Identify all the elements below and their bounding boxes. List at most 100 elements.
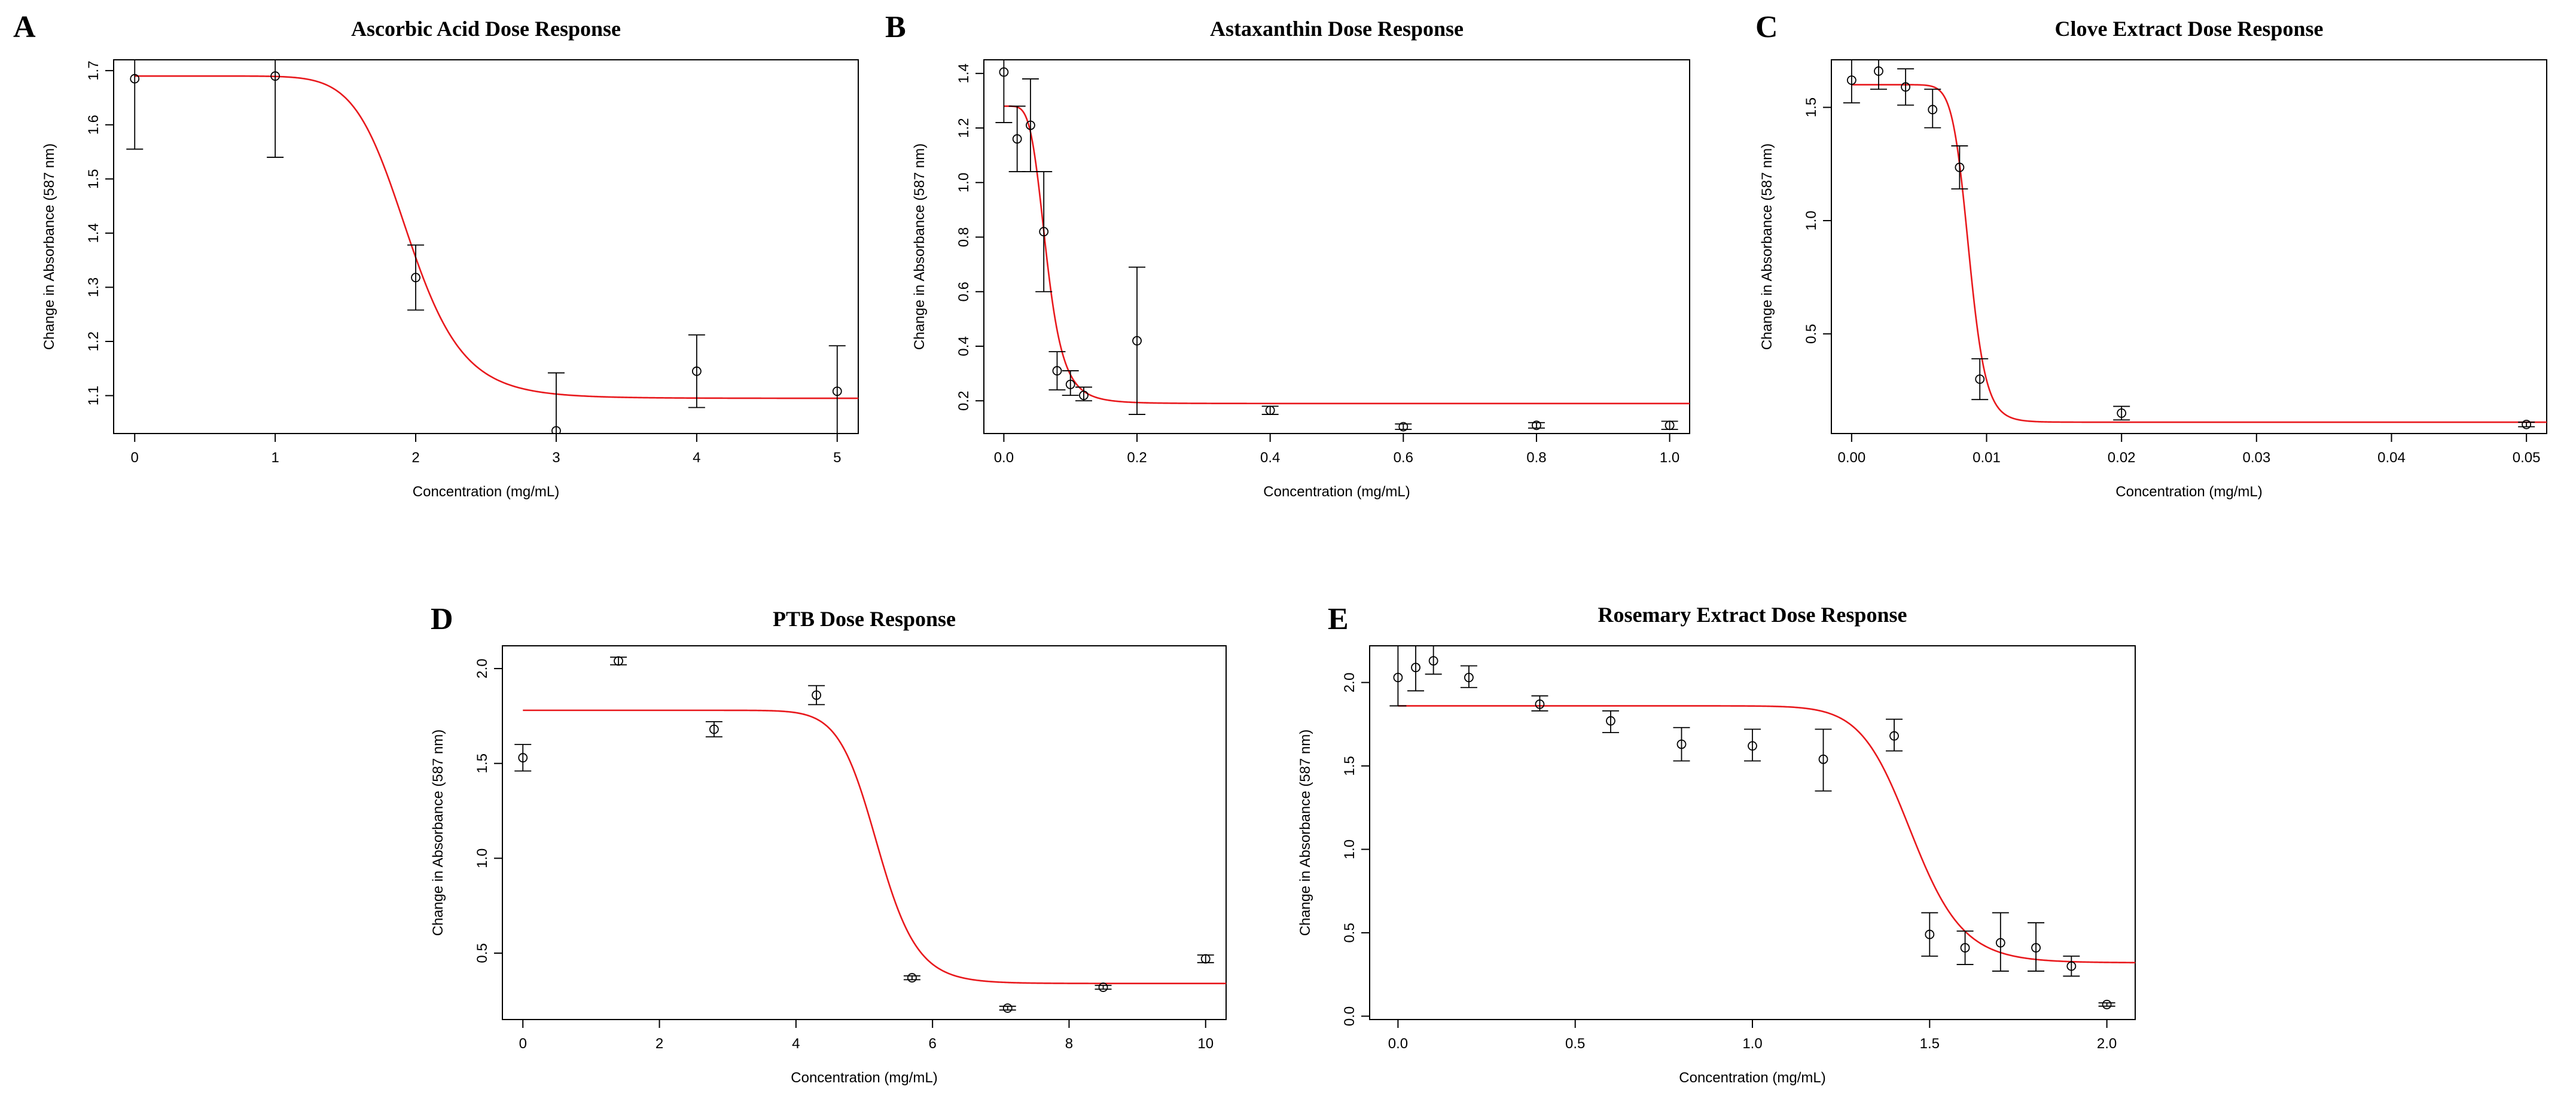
y-axis-label: Change in Absorbance (587 nm)	[1759, 144, 1775, 350]
y-tick-label: 1.0	[1342, 840, 1358, 859]
data-point	[1889, 731, 1899, 741]
data-layer	[126, 60, 858, 434]
data-point	[1532, 420, 1541, 431]
y-tick-label: 1.1	[86, 386, 102, 405]
data-point	[130, 74, 140, 84]
y-tick-label: 0.5	[474, 943, 490, 963]
data-point	[1265, 405, 1275, 416]
x-tick-label: 0.02	[2108, 450, 2136, 466]
x-tick-label: 4	[792, 1036, 800, 1052]
x-tick-label: 0.03	[2242, 450, 2270, 466]
y-tick-label: 1.5	[1803, 97, 1819, 117]
panel-a: A Ascorbic Acid Dose Response 0 1 2 3 4 5 1.1 1.2…	[13, 10, 859, 500]
data-point	[1955, 163, 1965, 172]
y-tick-label: 0.6	[956, 282, 972, 301]
y-tick-label: 0.4	[956, 336, 972, 356]
data-point	[1065, 379, 1075, 389]
x-tick-label: 10	[1197, 1036, 1214, 1052]
y-tick-label: 0.0	[1342, 1006, 1358, 1026]
plot-area-frame	[1369, 645, 2136, 1020]
data-point	[1464, 673, 1474, 682]
fitted-curve	[135, 75, 858, 399]
y-axis-label: Change in Absorbance (587 nm)	[911, 144, 928, 350]
data-point	[1975, 374, 1985, 384]
data-point	[1052, 366, 1062, 376]
data-point	[1132, 335, 1142, 346]
x-tick-label: 2.0	[2097, 1036, 2117, 1052]
y-tick-label: 0.2	[956, 391, 972, 411]
y-tick-label: 1.2	[86, 331, 102, 351]
x-tick-label: 0.05	[2513, 450, 2541, 466]
x-tick-label: 1.0	[1660, 450, 1679, 466]
x-tick-label: 0.2	[1127, 450, 1147, 466]
data-point	[2031, 943, 2041, 953]
data-point	[411, 273, 420, 283]
plot-area-frame	[502, 645, 1227, 1020]
data-point	[1393, 673, 1403, 682]
data-point	[1928, 105, 1938, 115]
y-tick-label: 1.5	[86, 169, 102, 189]
data-point	[2102, 999, 2112, 1009]
y-tick-label: 2.0	[474, 658, 490, 678]
x-tick-label: 1.0	[1742, 1036, 1762, 1052]
data-point	[2066, 961, 2077, 971]
x-tick-label: 3	[552, 450, 560, 466]
y-tick-label: 1.6	[86, 115, 102, 135]
chart-title: PTB Dose Response	[773, 607, 956, 631]
x-tick-label: 2	[411, 450, 419, 466]
data-point	[1901, 82, 1911, 92]
x-axis-label: Concentration (mg/mL)	[1263, 484, 1410, 500]
data-point	[1398, 422, 1409, 432]
chart-title: Astaxanthin Dose Response	[1210, 17, 1464, 41]
panel-letter: B	[885, 10, 906, 44]
data-point	[1818, 754, 1828, 764]
data-point	[2522, 419, 2532, 429]
data-point	[1676, 739, 1687, 749]
panel-e: E Rosemary Extract Dose Response 0.0 0.5 1.0…	[1297, 602, 2136, 1086]
data-point	[812, 690, 821, 700]
data-point	[1874, 66, 1883, 76]
y-tick-label: 1.3	[86, 277, 102, 297]
data-point	[1098, 982, 1108, 992]
y-tick-label: 0.8	[956, 227, 972, 247]
x-axis-label: Concentration (mg/mL)	[791, 1070, 937, 1086]
y-tick-label: 1.4	[956, 63, 972, 83]
data-point	[1846, 75, 1856, 85]
data-point	[1079, 390, 1089, 401]
x-tick-label: 5	[833, 450, 841, 466]
panel-letter: D	[431, 602, 453, 636]
data-point	[1960, 943, 1970, 953]
data-point	[999, 67, 1009, 77]
y-tick-label: 0.5	[1803, 324, 1819, 344]
panel-d: D PTB Dose Response 0 2 4 6 8 10 0.5 1.0 1.5 2.0 Con…	[430, 602, 1227, 1086]
x-tick-label: 0.0	[1388, 1036, 1408, 1052]
x-tick-label: 0.00	[1837, 450, 1865, 466]
data-point	[1039, 227, 1049, 237]
x-tick-label: 4	[693, 450, 700, 466]
plot-area-frame	[113, 59, 859, 434]
fitted-curve	[523, 709, 1226, 985]
y-tick-label: 1.0	[474, 849, 490, 868]
panel-letter: C	[1755, 10, 1778, 44]
x-tick-label: 6	[928, 1036, 936, 1052]
data-point	[1026, 120, 1035, 130]
plot-area-frame	[1831, 59, 2547, 434]
chart-title: Ascorbic Acid Dose Response	[351, 17, 621, 41]
panel-c: C Clove Extract Dose Response 0.00 0.01 0.02…	[1755, 10, 2547, 500]
y-axis-label: Change in Absorbance (587 nm)	[1297, 730, 1313, 936]
chart-title: Clove Extract Dose Response	[2055, 17, 2324, 41]
x-tick-label: 0.4	[1260, 450, 1280, 466]
y-axis-label: Change in Absorbance (587 nm)	[41, 144, 57, 350]
data-point	[832, 386, 842, 396]
x-tick-label: 0.0	[994, 450, 1014, 466]
data-point	[1200, 954, 1211, 964]
data-point	[1606, 716, 1615, 726]
data-point	[1748, 741, 1757, 751]
x-tick-label: 2	[656, 1036, 663, 1052]
data-point	[614, 656, 623, 666]
fitted-curve	[1398, 705, 2135, 964]
data-point	[907, 973, 917, 983]
panel-b: B Astaxanthin Dose Response 0.0 0.2 0.4 0.6 0.…	[885, 10, 1690, 500]
data-point	[691, 366, 702, 376]
